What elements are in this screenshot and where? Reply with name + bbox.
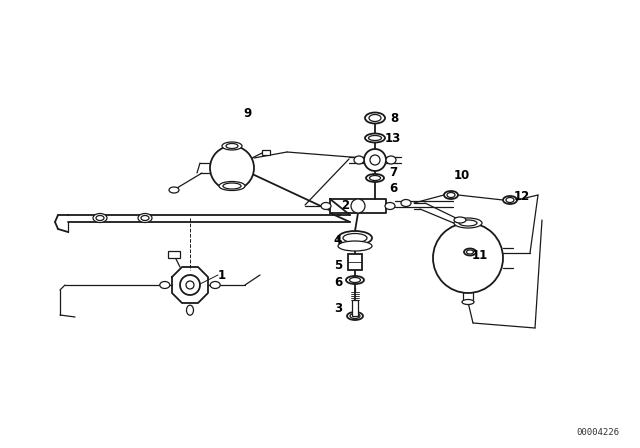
Ellipse shape: [454, 217, 466, 223]
Ellipse shape: [386, 156, 396, 164]
Ellipse shape: [369, 176, 381, 181]
Circle shape: [180, 275, 200, 295]
Ellipse shape: [365, 112, 385, 124]
Bar: [348, 254, 362, 270]
Ellipse shape: [169, 187, 179, 193]
Text: 13: 13: [385, 132, 401, 145]
Ellipse shape: [506, 198, 514, 202]
Ellipse shape: [365, 134, 385, 142]
Circle shape: [186, 281, 194, 289]
Text: 9: 9: [244, 107, 252, 120]
Ellipse shape: [338, 231, 372, 245]
Polygon shape: [172, 267, 208, 303]
Ellipse shape: [447, 193, 455, 198]
Ellipse shape: [138, 214, 152, 223]
Circle shape: [210, 146, 254, 190]
Ellipse shape: [93, 214, 107, 223]
Ellipse shape: [464, 249, 476, 255]
Text: 4: 4: [334, 233, 342, 246]
Text: 10: 10: [454, 168, 470, 181]
Text: 6: 6: [389, 181, 397, 194]
Ellipse shape: [210, 281, 220, 289]
Ellipse shape: [354, 156, 364, 164]
Text: 1: 1: [218, 268, 226, 281]
Circle shape: [433, 223, 503, 293]
Bar: [262, 150, 270, 155]
Bar: [352, 300, 358, 316]
Ellipse shape: [346, 276, 364, 284]
Ellipse shape: [454, 218, 482, 228]
Text: 12: 12: [514, 190, 530, 202]
Polygon shape: [330, 199, 386, 213]
Ellipse shape: [459, 220, 477, 226]
Ellipse shape: [321, 202, 331, 210]
Ellipse shape: [223, 183, 241, 189]
Text: 8: 8: [390, 112, 398, 125]
Circle shape: [351, 199, 365, 213]
Circle shape: [364, 149, 386, 171]
Ellipse shape: [444, 191, 458, 199]
Text: 7: 7: [389, 165, 397, 178]
Ellipse shape: [503, 196, 517, 204]
Ellipse shape: [462, 300, 474, 305]
Ellipse shape: [369, 135, 381, 141]
Text: 6: 6: [334, 276, 342, 289]
Ellipse shape: [401, 199, 411, 207]
Text: 00004226: 00004226: [577, 427, 620, 436]
Ellipse shape: [366, 174, 384, 182]
Ellipse shape: [96, 215, 104, 220]
Ellipse shape: [385, 202, 395, 210]
Text: 2: 2: [341, 198, 349, 211]
Bar: [168, 251, 180, 258]
Ellipse shape: [338, 241, 372, 251]
Text: 11: 11: [472, 249, 488, 262]
Ellipse shape: [186, 305, 193, 315]
Ellipse shape: [222, 142, 242, 150]
Circle shape: [370, 155, 380, 165]
Ellipse shape: [347, 312, 363, 320]
Ellipse shape: [349, 277, 360, 283]
Text: 3: 3: [334, 302, 342, 314]
Ellipse shape: [160, 281, 170, 289]
Text: 5: 5: [334, 258, 342, 271]
Ellipse shape: [343, 233, 367, 242]
Ellipse shape: [350, 314, 360, 319]
Ellipse shape: [219, 181, 245, 190]
Ellipse shape: [369, 115, 381, 121]
Ellipse shape: [226, 143, 238, 148]
Ellipse shape: [141, 215, 149, 220]
Ellipse shape: [467, 250, 474, 254]
